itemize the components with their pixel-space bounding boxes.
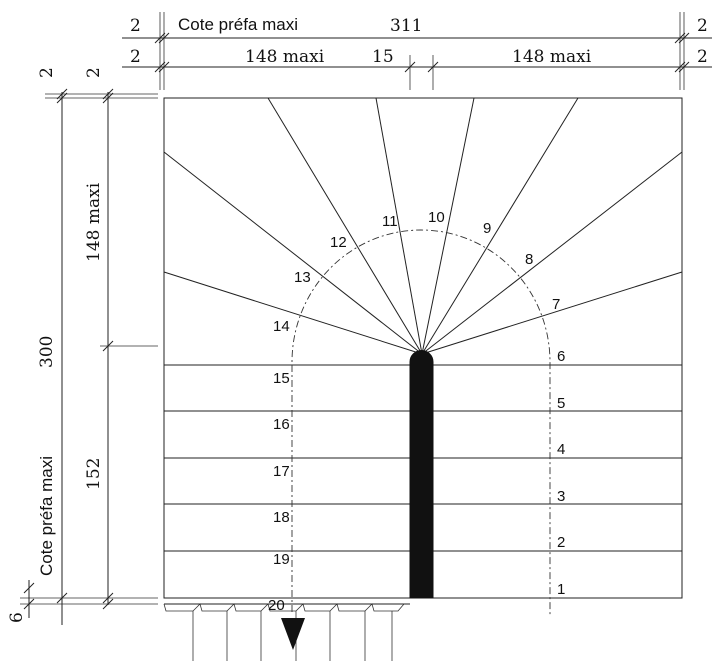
top-dimension-chains [122,12,712,90]
step-number: 13 [294,269,311,286]
dim-second-flight-width: 148 maxi [512,47,592,67]
step-number: 12 [330,234,347,251]
step-number: 1 [557,581,565,598]
step-number: 7 [552,296,560,313]
dim-left-total: 300 [37,336,57,368]
step-number: 15 [273,370,290,387]
direction-arrow-icon [281,618,305,650]
dim-top-total: 311 [390,16,422,36]
step-number: 20 [268,597,285,614]
dim-top-left-2: 2 [130,16,141,36]
dim-left-bottom: 6 [7,612,27,623]
dim-landing-depth: 148 maxi [84,182,104,262]
dim-second-right-2: 2 [697,47,708,67]
step-number: 16 [273,416,290,433]
step-number: 18 [273,509,290,526]
walking-line [291,229,551,615]
dim-top-right-2: 2 [697,16,708,36]
dim-top-label: Cote préfa maxi [178,15,298,34]
step-number: 17 [273,463,290,480]
step-number: 3 [557,488,565,505]
central-stringer [409,350,434,599]
step-number: 9 [483,220,491,237]
dim-second-left-2: 2 [130,47,141,67]
step-number: 4 [557,441,565,458]
dim-left-top-inner: 2 [84,67,104,78]
step-numbers: 1 2 3 4 5 6 7 8 9 10 11 12 13 14 15 16 1… [268,209,565,614]
step-number: 11 [382,213,398,230]
step-number: 5 [557,395,565,412]
dim-core-width: 15 [372,47,394,67]
step-number: 8 [525,251,533,268]
dim-flight-depth: 152 [84,458,104,490]
dim-left-top-outer: 2 [37,67,57,78]
winder-treads [163,97,683,355]
left-dimension-chains [20,88,158,625]
dim-left-label: Cote préfa maxi [37,456,56,576]
step-number: 10 [428,209,445,226]
dim-first-flight-width: 148 maxi [245,47,325,67]
step-number: 2 [557,534,565,551]
step-number: 19 [273,551,290,568]
step-number: 14 [273,318,290,335]
step-number: 6 [557,348,565,365]
